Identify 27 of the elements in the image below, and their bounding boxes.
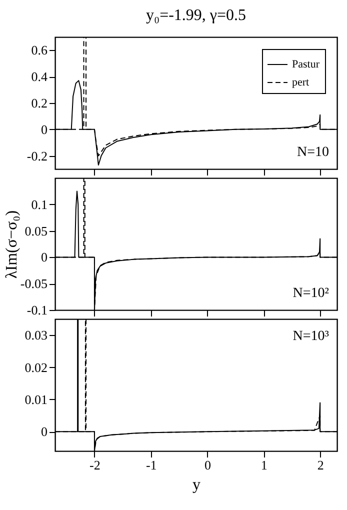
- y-tick-label: 0.4: [31, 69, 48, 84]
- y-tick-label: 0: [41, 424, 48, 440]
- annotation: N=10²: [292, 286, 329, 301]
- y-tick-label: 0: [41, 122, 48, 137]
- y-tick-label: -0.2: [26, 148, 48, 164]
- x-tick-label: 2: [317, 458, 324, 472]
- y-tick-label: 0.6: [31, 42, 48, 58]
- y-tick-label: 0: [41, 250, 48, 265]
- y-tick-label: -0.05: [20, 276, 48, 292]
- y-tick-label: 0.05: [24, 223, 48, 238]
- chart-title: y₀=-1.99, γ=0.5: [146, 7, 246, 24]
- y-tick-label: -0.1: [26, 302, 48, 318]
- x-tick-label: -1: [146, 458, 157, 472]
- legend-label: pert: [292, 76, 310, 88]
- y-tick-label: 0.2: [31, 96, 48, 110]
- legend-label: Pastur: [292, 58, 320, 70]
- y-axis-title: λIm(σ−σ₀): [4, 210, 20, 279]
- x-axis-title: y: [192, 476, 200, 494]
- x-tick-label: -2: [90, 458, 100, 472]
- annotation: N=10: [296, 145, 329, 160]
- y-tick-label: 0.01: [24, 392, 48, 407]
- y-tick-label: 0.03: [24, 328, 48, 343]
- y-tick-label: 0.02: [24, 360, 48, 375]
- annotation: N=10³: [292, 329, 329, 344]
- y-tick-label: 0.1: [31, 196, 48, 212]
- x-tick-label: 0: [204, 458, 212, 472]
- x-tick-label: 1: [260, 458, 268, 472]
